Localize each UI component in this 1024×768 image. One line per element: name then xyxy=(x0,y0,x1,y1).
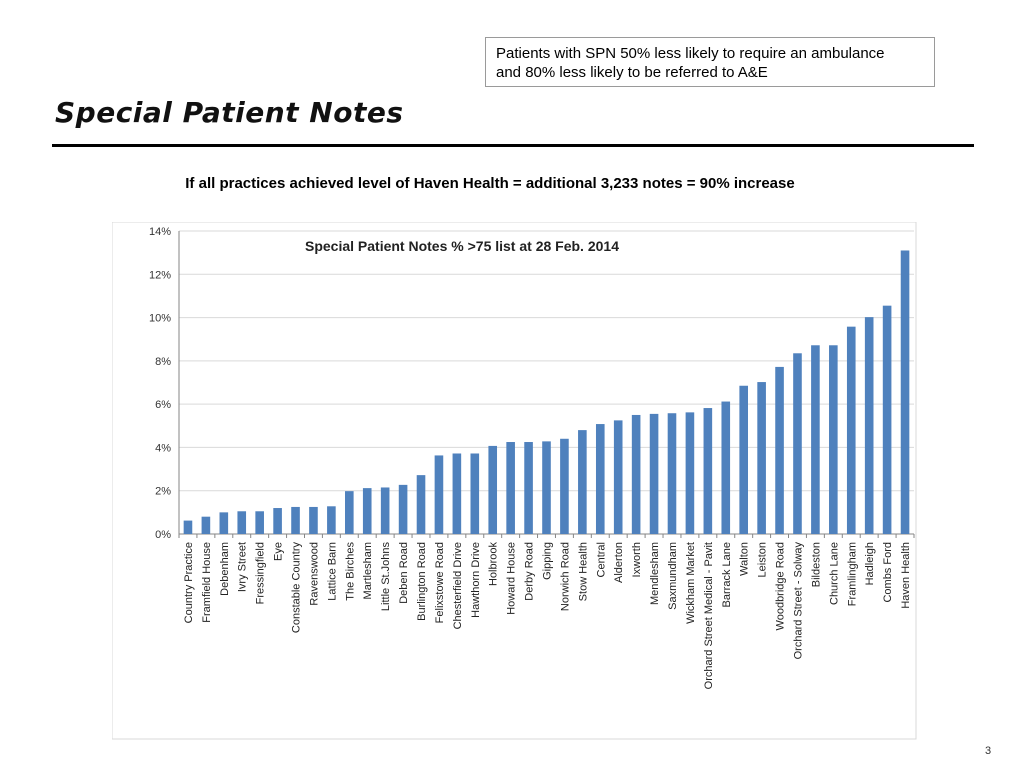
x-tick-label: Woodbridge Road xyxy=(775,542,787,630)
bar xyxy=(273,508,282,534)
x-tick-label: Hawthorn Drive xyxy=(470,542,482,618)
x-tick-label: Gipping xyxy=(542,542,554,580)
bar xyxy=(864,317,874,534)
bar xyxy=(613,420,623,534)
x-tick-label: Bildeston xyxy=(810,542,822,587)
bar xyxy=(775,366,784,534)
callout-box: Patients with SPN 50% less likely to req… xyxy=(485,37,935,87)
headline-text: If all practices achieved level of Haven… xyxy=(185,175,795,192)
x-tick-label: Barrack Lane xyxy=(721,542,733,607)
bar xyxy=(380,487,390,534)
x-tick-label: Howard House xyxy=(506,542,518,615)
x-tick-label: Central xyxy=(595,542,607,577)
bar xyxy=(542,441,551,534)
x-tick-label: Wickham Market xyxy=(685,542,697,624)
bar xyxy=(345,491,354,534)
bar xyxy=(237,511,247,534)
bar xyxy=(811,345,820,534)
x-tick-label: Country Practice xyxy=(183,542,195,623)
bar xyxy=(721,401,731,534)
bar xyxy=(560,438,569,534)
bar xyxy=(578,430,587,534)
bar xyxy=(739,385,748,534)
x-tick-label: Derby Road xyxy=(524,542,536,601)
title-divider xyxy=(52,144,974,147)
bar xyxy=(398,484,408,534)
x-tick-label: Little St.Johns xyxy=(380,542,392,612)
x-tick-label: Debenham xyxy=(219,542,231,596)
x-tick-label: Combs Ford xyxy=(882,542,894,603)
bar xyxy=(291,506,300,534)
bar xyxy=(631,414,641,534)
bar xyxy=(595,424,605,534)
y-tick-label: 6% xyxy=(155,399,171,411)
x-tick-label: Felixstowe Road xyxy=(434,542,446,623)
x-tick-label: Chesterfield Drive xyxy=(452,542,464,629)
x-tick-label: Deben Road xyxy=(398,542,410,604)
bar xyxy=(434,455,444,534)
x-tick-label: Haven Health xyxy=(900,542,912,609)
bar xyxy=(255,511,264,534)
bar xyxy=(667,413,677,534)
x-tick-label: Mendlesham xyxy=(649,542,661,605)
x-tick-label: Martlesham xyxy=(362,542,374,599)
bar xyxy=(416,475,426,534)
bar xyxy=(362,488,372,534)
x-tick-label: Alderton xyxy=(613,542,625,583)
x-tick-label: Orchard Street Medical - Pavit xyxy=(703,542,715,689)
y-tick-label: 10% xyxy=(149,313,171,325)
y-tick-label: 2% xyxy=(155,486,171,498)
y-tick-label: 14% xyxy=(149,226,171,238)
x-tick-label: Ivry Street xyxy=(237,542,249,592)
x-tick-label: Norwich Road xyxy=(559,542,571,611)
x-tick-label: Walton xyxy=(739,542,751,576)
page-number: 3 xyxy=(985,745,992,757)
page-title: Special Patient Notes xyxy=(55,96,404,129)
bar xyxy=(506,442,515,534)
x-tick-label: Leiston xyxy=(757,542,769,577)
y-tick-label: 8% xyxy=(155,356,171,368)
x-tick-label: Framlingham xyxy=(846,542,858,606)
y-tick-label: 4% xyxy=(155,442,171,454)
x-tick-label: The Birches xyxy=(344,542,356,601)
x-tick-label: Burlington Road xyxy=(416,542,428,621)
bar xyxy=(649,413,659,534)
bar xyxy=(309,506,318,534)
bar xyxy=(793,353,802,534)
x-tick-label: Fressingfield xyxy=(255,542,267,604)
x-tick-label: Orchard Street - Solway xyxy=(792,542,804,660)
bar xyxy=(183,520,193,534)
x-tick-label: Holbrook xyxy=(488,542,500,587)
bar xyxy=(452,453,462,534)
callout-line-2: and 80% less likely to be referred to A&… xyxy=(496,64,768,81)
bar xyxy=(685,412,695,534)
y-tick-label: 0% xyxy=(155,529,171,541)
x-tick-label: Eye xyxy=(273,542,285,561)
callout-line-1: Patients with SPN 50% less likely to req… xyxy=(496,45,885,62)
x-tick-label: Saxmundham xyxy=(667,542,679,610)
bar xyxy=(882,305,892,534)
x-tick-label: Stow Health xyxy=(577,542,589,601)
bar xyxy=(846,326,856,534)
x-tick-label: Framfield House xyxy=(201,542,213,623)
x-tick-label: Church Lane xyxy=(828,542,840,605)
bar xyxy=(488,445,498,534)
bar xyxy=(327,506,336,534)
x-tick-label: Ixworth xyxy=(631,542,643,577)
bar xyxy=(470,453,480,534)
x-tick-label: Constable Country xyxy=(291,542,303,634)
bar xyxy=(524,442,533,534)
bar-chart: 0% 2% 4% 6% 8% 10% 12% 14% Country Practice Framf… xyxy=(112,222,917,740)
bar xyxy=(900,250,910,534)
x-tick-label: Lattice Barn xyxy=(326,542,338,601)
y-tick-label: 12% xyxy=(149,269,171,281)
bar xyxy=(219,512,229,534)
bar xyxy=(201,516,211,534)
bar xyxy=(757,382,766,534)
x-tick-label: Hadleigh xyxy=(864,542,876,585)
x-tick-label: Ravenswood xyxy=(308,542,320,606)
bar xyxy=(703,408,713,534)
bar xyxy=(829,345,838,534)
chart-title: Special Patient Notes % >75 list at 28 F… xyxy=(305,238,619,254)
